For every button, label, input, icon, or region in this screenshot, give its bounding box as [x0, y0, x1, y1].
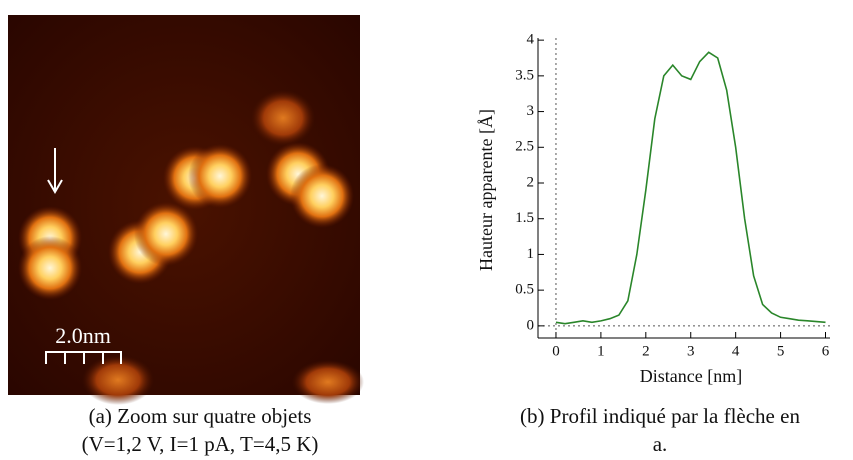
- x-axis-label: Distance [nm]: [640, 366, 742, 386]
- caption: (a) Zoom sur quatre objets: [89, 404, 312, 428]
- x-tick-label: 6: [822, 343, 830, 359]
- y-tick-label: 4: [527, 32, 535, 48]
- x-tick-label: 2: [642, 343, 650, 359]
- caption: (V=1,2 V, I=1 pA, T=4,5 K): [82, 432, 319, 456]
- y-tick-label: 2.5: [515, 139, 534, 155]
- y-tick-label: 0.5: [515, 282, 534, 298]
- arrow: [47, 148, 63, 194]
- x-tick-label: 0: [552, 343, 560, 359]
- stm-image: 2.0nm: [8, 15, 364, 405]
- y-tick-label: 3: [527, 103, 535, 119]
- x-tick-label: 5: [777, 343, 785, 359]
- data-line: [555, 51, 826, 325]
- scale-label: 2.0nm: [55, 323, 111, 348]
- y-tick-label: 3.5: [515, 67, 534, 83]
- caption: (b) Profil indiqué par la flèche en: [520, 404, 800, 428]
- y-axis-label: Hauteur apparente [Å]: [476, 109, 496, 271]
- x-tick-label: 1: [597, 343, 605, 359]
- x-tick-label: 4: [732, 343, 740, 359]
- y-tick-label: 1.5: [515, 210, 534, 226]
- y-tick-label: 1: [527, 246, 535, 262]
- y-tick-label: 0: [527, 317, 535, 333]
- y-tick-label: 2: [527, 174, 535, 190]
- caption: a.: [653, 432, 668, 456]
- scale-bar: [45, 351, 122, 364]
- x-tick-label: 3: [687, 343, 695, 359]
